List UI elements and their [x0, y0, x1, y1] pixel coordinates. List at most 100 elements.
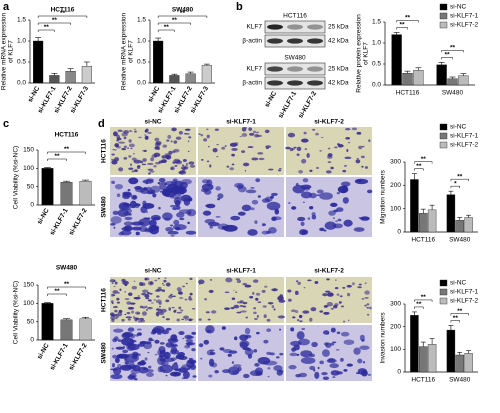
cell — [273, 365, 283, 372]
cell — [233, 289, 235, 291]
cell — [123, 145, 127, 148]
cell — [124, 360, 130, 365]
cell — [214, 370, 219, 374]
cell — [174, 226, 181, 231]
bar — [81, 65, 92, 84]
significance-label: ** — [421, 294, 427, 301]
y-tick-label: 1.0 — [372, 40, 381, 47]
blot-band — [287, 80, 303, 86]
cell — [262, 305, 267, 308]
cell — [183, 166, 187, 169]
significance-bracket — [450, 320, 460, 323]
cell — [188, 161, 195, 165]
cell — [114, 281, 118, 285]
significance-label: ** — [416, 163, 422, 170]
bar — [446, 194, 456, 233]
cell — [241, 150, 246, 154]
cell — [251, 157, 259, 161]
cell — [165, 318, 170, 321]
cell — [187, 359, 197, 364]
cell — [110, 223, 116, 226]
cell — [311, 212, 316, 217]
cell — [322, 293, 328, 297]
cell — [124, 313, 127, 316]
cell — [206, 329, 212, 333]
cell — [312, 128, 316, 131]
legend-label: si-KLF7-2 — [450, 142, 479, 149]
y-tick-label: 100 — [23, 165, 34, 172]
cell — [325, 290, 331, 293]
cell — [121, 148, 127, 151]
blot-row-label: KLF7 — [246, 24, 262, 31]
cell — [123, 202, 131, 207]
cell — [264, 129, 270, 134]
cell — [334, 146, 338, 149]
bar — [410, 179, 419, 233]
cell — [173, 310, 177, 313]
cell — [162, 282, 164, 285]
cell — [239, 304, 244, 308]
cell — [356, 131, 362, 135]
cell — [300, 357, 316, 365]
cell — [353, 227, 365, 232]
cell — [188, 136, 192, 139]
cell — [326, 278, 330, 281]
cell — [296, 146, 302, 151]
cell — [224, 307, 230, 310]
cell — [190, 298, 193, 301]
y-tick-label: 0.0 — [372, 82, 381, 89]
cell — [264, 285, 268, 288]
cell — [237, 211, 246, 216]
cell — [361, 297, 365, 300]
cell — [110, 216, 122, 224]
cell — [323, 305, 329, 308]
cell — [216, 143, 219, 146]
y-tick-label: 0.5 — [372, 61, 381, 68]
cell — [124, 358, 128, 361]
cell — [113, 336, 119, 342]
bar — [201, 65, 212, 84]
cell — [154, 279, 158, 282]
cell — [148, 337, 153, 342]
cell — [233, 304, 240, 309]
significance-label: ** — [64, 146, 70, 153]
bar — [446, 329, 456, 373]
legend-label: si-NC — [450, 124, 467, 131]
micrograph-row-label: HCT116 — [101, 288, 108, 312]
panel-label: b — [236, 1, 243, 13]
cell — [178, 171, 183, 174]
y-tick-label: 0.0 — [137, 80, 146, 87]
significance-label: ** — [421, 156, 427, 163]
cell — [346, 149, 349, 152]
cell — [208, 145, 210, 148]
cell — [146, 178, 154, 182]
cell — [361, 165, 364, 168]
cell — [335, 220, 338, 223]
cell — [170, 346, 178, 354]
x-tick-label: HCT116 — [411, 237, 435, 244]
cell — [110, 300, 114, 304]
cell — [347, 292, 351, 297]
cell — [178, 209, 192, 214]
y-tick-label: 0.5 — [17, 59, 26, 66]
cell — [332, 217, 335, 219]
cell — [111, 153, 115, 156]
blot-size-label: 42 kDa — [328, 38, 349, 45]
bar — [410, 315, 419, 373]
y-tick-label: 0.0 — [17, 80, 26, 87]
significance-bracket — [450, 178, 469, 182]
cell — [323, 342, 329, 346]
cell — [287, 289, 292, 293]
significance-bracket — [414, 168, 424, 171]
cell — [343, 339, 355, 345]
x-tick-label: si-KLF7-1 — [49, 207, 70, 236]
cell — [128, 177, 139, 185]
cell — [327, 161, 332, 163]
y-axis-label: Relative protein expression — [356, 14, 363, 93]
cell — [357, 286, 362, 289]
cell — [298, 372, 307, 378]
cell — [242, 282, 247, 286]
cell — [315, 132, 319, 136]
cell — [151, 154, 157, 158]
cell — [289, 352, 298, 357]
